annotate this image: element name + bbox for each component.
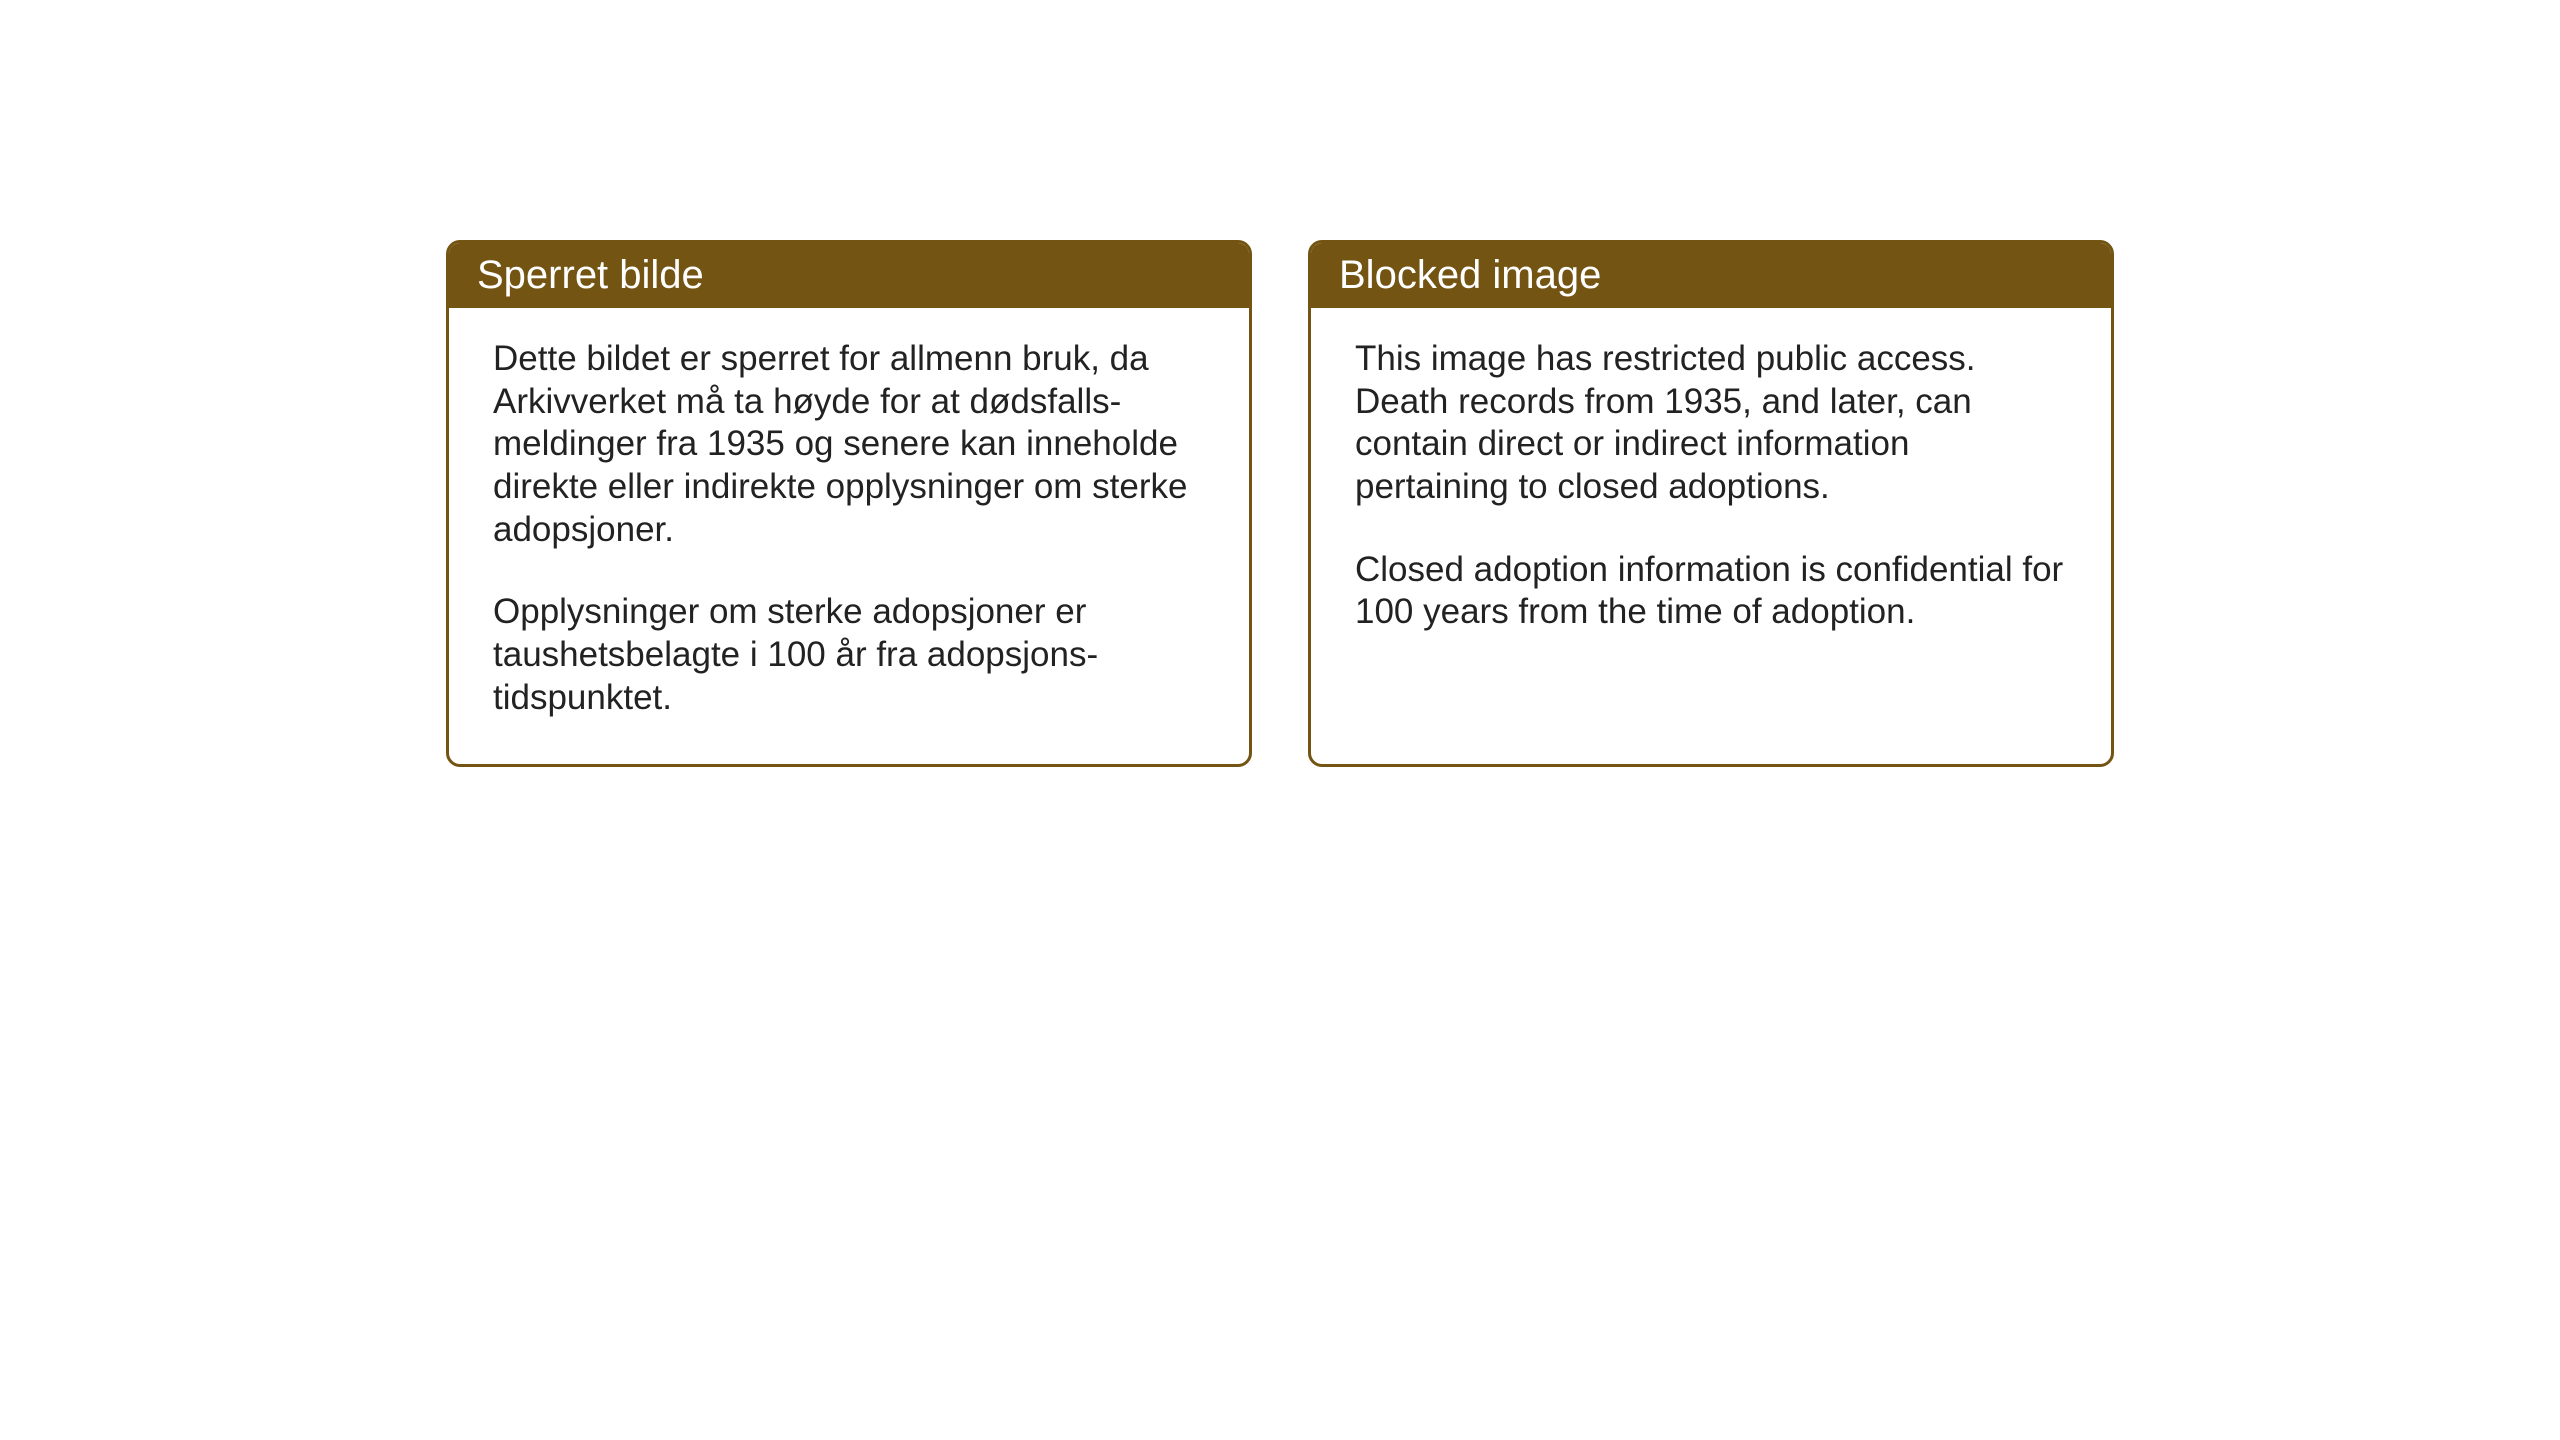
card-paragraph-2-english: Closed adoption information is confident… — [1355, 549, 2067, 634]
card-body-norwegian: Dette bildet er sperret for allmenn bruk… — [449, 308, 1249, 764]
card-paragraph-1-english: This image has restricted public access.… — [1355, 338, 2067, 509]
card-header-norwegian: Sperret bilde — [449, 243, 1249, 308]
card-title-norwegian: Sperret bilde — [477, 253, 704, 297]
card-title-english: Blocked image — [1339, 253, 1601, 297]
card-paragraph-2-norwegian: Opplysninger om sterke adopsjoner er tau… — [493, 591, 1205, 719]
card-header-english: Blocked image — [1311, 243, 2111, 308]
notice-container: Sperret bilde Dette bildet er sperret fo… — [446, 240, 2114, 767]
card-paragraph-1-norwegian: Dette bildet er sperret for allmenn bruk… — [493, 338, 1205, 551]
card-body-english: This image has restricted public access.… — [1311, 308, 2111, 728]
card-norwegian: Sperret bilde Dette bildet er sperret fo… — [446, 240, 1252, 767]
card-english: Blocked image This image has restricted … — [1308, 240, 2114, 767]
